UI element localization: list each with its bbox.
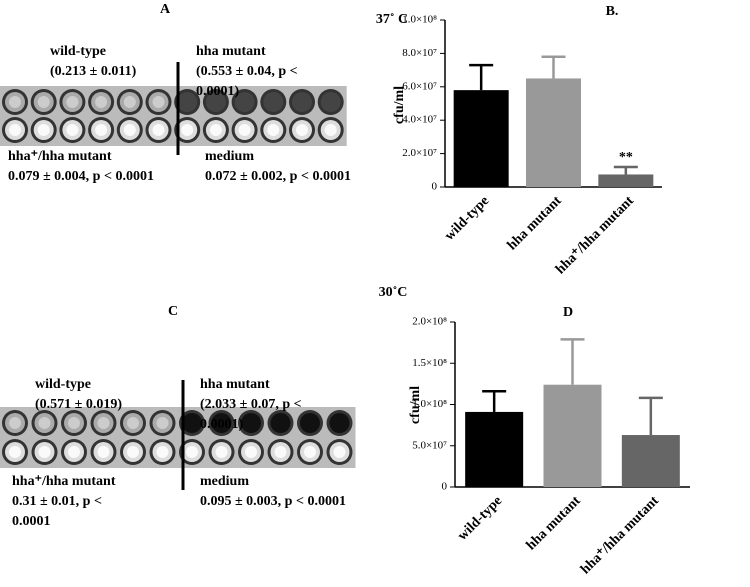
group-name: hha mutant [196,44,266,59]
well-center [123,124,136,136]
well-inner [241,413,261,433]
group-stat: 0.072 ± 0.002, p < 0.0001 [205,169,351,184]
group-name: hha mutant [200,377,270,392]
group-name: wild-type [50,44,106,59]
significance: ** [619,150,633,165]
y-tick-label: 0 [432,181,438,193]
temperature: 30˚C [379,285,408,300]
well-center [238,124,251,136]
well-center [215,446,228,458]
well-center [37,96,50,108]
well-center [95,124,108,136]
well-inner [263,92,284,112]
well-inner [300,413,320,433]
well-inner [234,92,255,112]
group-name: hha⁺/hha mutant [12,474,116,489]
well-center [181,124,194,136]
well-center [152,96,165,108]
well-center [68,446,80,458]
y-tick-label: 6.0×10⁷ [402,80,437,92]
group-stat: 0.0001) [200,417,244,432]
group-stat: 0.0001 [12,514,51,529]
group-stat: (2.033 ± 0.07, p < [200,397,302,412]
well-plate [0,407,356,468]
well-center [267,124,280,136]
group-stat: (0.571 ± 0.019) [35,397,122,412]
group-stat: 0.095 ± 0.003, p < 0.0001 [200,494,346,509]
y-axis-label: cfu/ml [392,86,407,124]
well-inner [270,413,291,433]
well-center [127,446,139,458]
y-axis-label: cfu/ml [408,386,423,424]
chart-title: B. [606,4,619,19]
well-center [38,446,51,458]
group-stat: 0.31 ± 0.01, p < [12,494,102,509]
well-center [9,446,21,458]
well-center [66,124,79,136]
y-tick-label: 1.5×10⁸ [412,357,447,369]
well-inner [329,413,350,433]
panel-label: A [160,2,171,17]
well-center [152,124,165,136]
well-center [209,124,222,136]
well-center [127,417,139,429]
well-center [37,124,50,136]
y-tick-label: 1.0×10⁸ [412,398,447,410]
well-plate [0,86,347,146]
well-inner [292,92,312,112]
y-tick-label: 2.0×10⁸ [412,316,447,328]
group-stat: 0.0001) [196,84,240,99]
well-center [274,446,287,458]
group-stat: (0.553 ± 0.04, p < [196,64,298,79]
group-name: hha⁺/hha mutant [8,149,112,164]
bar [543,384,602,487]
bar [621,435,680,487]
group-name: medium [205,149,254,164]
bar [453,90,509,187]
well-center [95,96,108,108]
well-inner [177,92,198,112]
bar [465,411,524,487]
y-tick-label: 8.0×10⁷ [402,47,437,59]
well-inner [320,92,341,112]
well-center [245,446,257,458]
well-center [9,124,21,136]
well-inner [182,413,202,433]
chart-title: D [563,305,573,320]
well-center [324,124,337,136]
well-center [296,124,308,136]
y-tick-label: 4.0×10⁷ [402,114,437,126]
y-tick-label: 1.0×10⁸ [402,14,437,26]
well-center [97,417,110,429]
well-center [186,446,198,458]
well-center [9,417,21,429]
group-stat: 0.079 ± 0.004, p < 0.0001 [8,169,154,184]
well-center [304,446,316,458]
panel-label: C [168,304,178,319]
well-inner [205,92,226,112]
y-tick-label: 5.0×10⁷ [412,439,447,451]
group-name: wild-type [35,377,91,392]
well-center [156,446,169,458]
y-tick-label: 0 [442,481,448,493]
well-center [38,417,51,429]
well-center [97,446,110,458]
bar [526,78,581,187]
group-stat: (0.213 ± 0.011) [50,64,137,79]
bar [598,174,654,187]
well-center [9,96,21,108]
well-center [156,417,169,429]
temperature: 37˚ C [376,12,408,27]
well-center [333,446,346,458]
well-center [66,96,79,108]
well-center [68,417,80,429]
well-center [123,96,136,108]
y-tick-label: 2.0×10⁷ [402,147,437,159]
group-name: medium [200,474,249,489]
well-inner [211,413,232,433]
